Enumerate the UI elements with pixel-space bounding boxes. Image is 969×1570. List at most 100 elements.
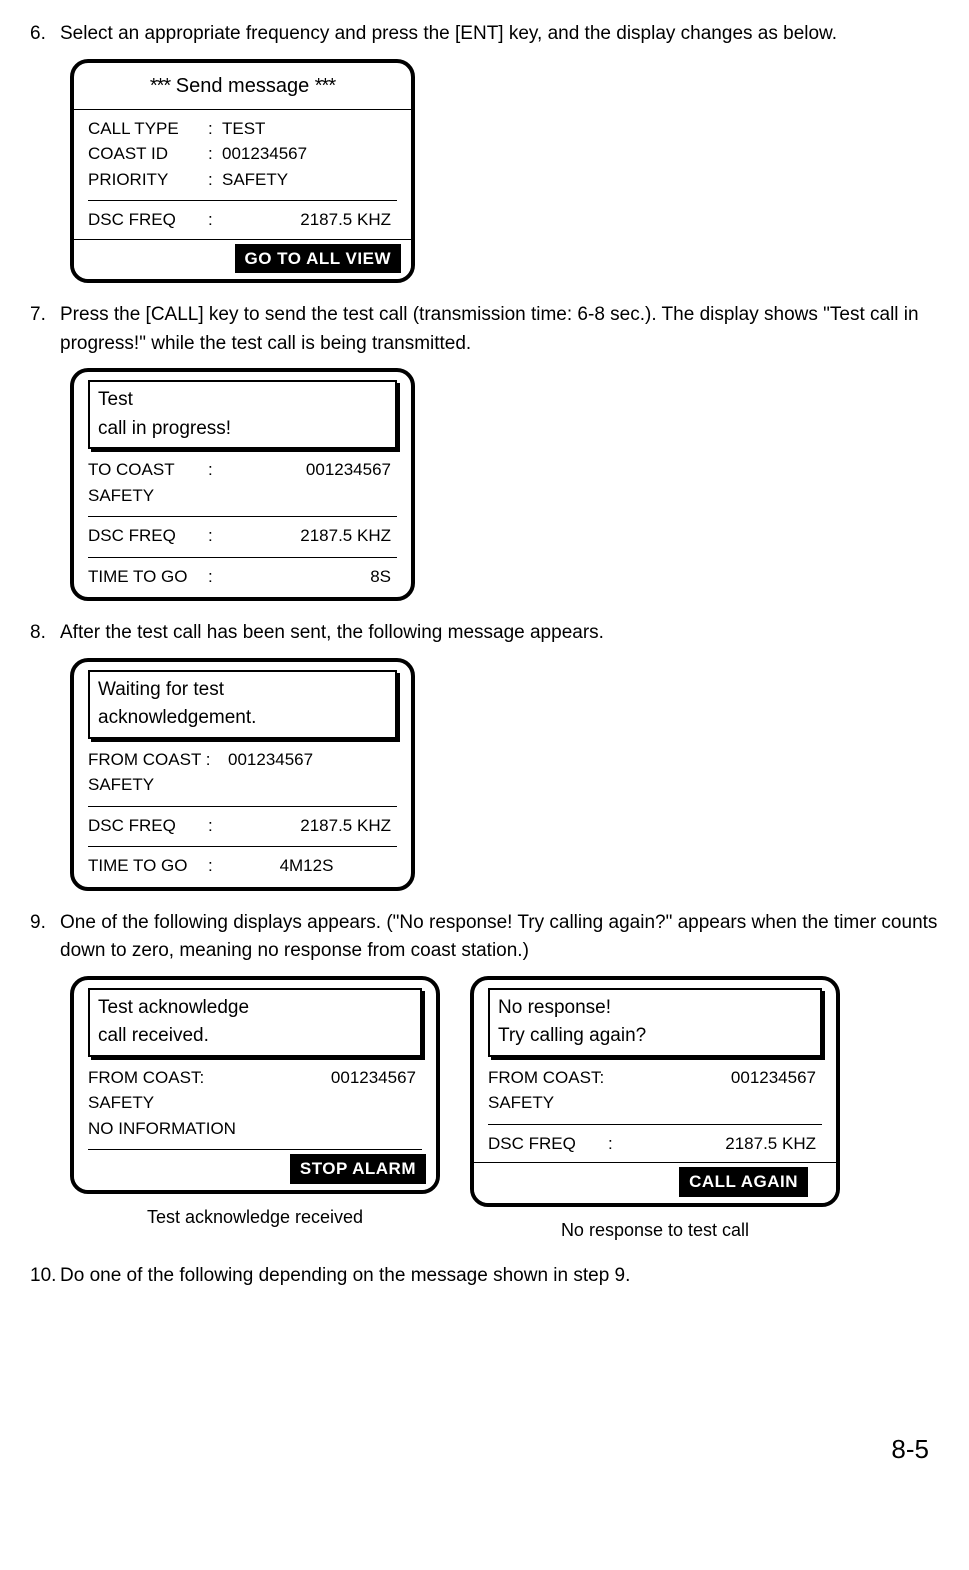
box-line-1: Test acknowledge bbox=[98, 994, 412, 1023]
step-number: 6. bbox=[30, 20, 60, 49]
row-to-coast: TO COAST : 001234567 bbox=[88, 457, 397, 483]
divider bbox=[74, 109, 411, 110]
lcd-footer: GO TO ALL VIEW bbox=[74, 244, 411, 280]
step-text: Select an appropriate frequency and pres… bbox=[60, 20, 939, 49]
row-coast-id: COAST ID : 001234567 bbox=[88, 141, 397, 167]
label: DSC FREQ bbox=[88, 207, 208, 233]
lcd-no-response: No response! Try calling again? FROM COA… bbox=[470, 976, 840, 1207]
label: DSC FREQ bbox=[488, 1131, 608, 1157]
divider bbox=[88, 200, 397, 201]
step-9: 9. One of the following displays appears… bbox=[30, 909, 939, 1244]
stop-alarm-button: STOP ALARM bbox=[290, 1154, 426, 1184]
value: 2187.5 KHZ bbox=[622, 1131, 822, 1157]
label: NO INFORMATION bbox=[88, 1116, 236, 1142]
divider bbox=[474, 1162, 836, 1163]
lcd-footer: STOP ALARM bbox=[74, 1154, 436, 1190]
stars-right: *** bbox=[315, 75, 335, 97]
row-from-coast: FROM COAST : 001234567 bbox=[88, 747, 397, 773]
colon: : bbox=[208, 564, 222, 590]
box-line-2: call received. bbox=[98, 1022, 412, 1051]
label: SAFETY bbox=[88, 1090, 208, 1116]
colon: : bbox=[208, 853, 222, 879]
label: SAFETY bbox=[88, 483, 208, 509]
label: TIME TO GO bbox=[88, 853, 208, 879]
row-no-info: NO INFORMATION bbox=[88, 1116, 422, 1142]
step-text: Press the [CALL] key to send the test ca… bbox=[60, 301, 939, 358]
row-safety: SAFETY bbox=[88, 1090, 422, 1116]
colon: : bbox=[208, 167, 222, 193]
row-dsc-freq: DSC FREQ : 2187.5 KHZ bbox=[88, 207, 397, 233]
box-line-1: Test bbox=[98, 386, 387, 415]
step-10: 10. Do one of the following depending on… bbox=[30, 1262, 939, 1291]
value: 2187.5 KHZ bbox=[222, 207, 397, 233]
value: 2187.5 KHZ bbox=[222, 523, 397, 549]
value: 8S bbox=[222, 564, 397, 590]
box-line-1: No response! bbox=[498, 994, 812, 1023]
caption-left: Test acknowledge received bbox=[70, 1204, 440, 1231]
row-safety: SAFETY bbox=[488, 1090, 822, 1116]
row-from-coast: FROM COAST: 001234567 bbox=[88, 1065, 422, 1091]
label: FROM COAST : bbox=[88, 747, 228, 773]
lcd-test-in-progress: Test call in progress! TO COAST : 001234… bbox=[70, 368, 415, 601]
step-number: 10. bbox=[30, 1262, 60, 1291]
step-text: One of the following displays appears. (… bbox=[60, 909, 939, 966]
label: DSC FREQ bbox=[88, 523, 208, 549]
row-time-to-go: TIME TO GO : 4M12S bbox=[88, 853, 397, 879]
message-box: Test acknowledge call received. bbox=[88, 988, 422, 1057]
page-number: 8-5 bbox=[30, 1430, 939, 1469]
divider bbox=[74, 239, 411, 240]
label: FROM COAST: bbox=[88, 1065, 238, 1091]
row-call-type: CALL TYPE : TEST bbox=[88, 116, 397, 142]
label: TO COAST bbox=[88, 457, 208, 483]
box-line-2: acknowledgement. bbox=[98, 704, 387, 733]
value: 001234567 bbox=[638, 1065, 822, 1091]
lcd-send-message: *** Send message *** CALL TYPE : TEST CO… bbox=[70, 59, 415, 284]
row-dsc-freq: DSC FREQ : 2187.5 KHZ bbox=[488, 1131, 822, 1157]
divider bbox=[88, 557, 397, 558]
lcd-footer: CALL AGAIN bbox=[474, 1167, 836, 1203]
label: DSC FREQ bbox=[88, 813, 208, 839]
lcd-title: *** Send message *** bbox=[74, 71, 411, 107]
row-time-to-go: TIME TO GO : 8S bbox=[88, 564, 397, 590]
title-text: Send message bbox=[176, 75, 309, 97]
step-number: 9. bbox=[30, 909, 60, 938]
step-text: After the test call has been sent, the f… bbox=[60, 619, 939, 648]
stars-left: *** bbox=[150, 75, 170, 97]
value: 001234567 bbox=[238, 1065, 422, 1091]
label: TIME TO GO bbox=[88, 564, 208, 590]
divider bbox=[88, 516, 397, 517]
value: 001234567 bbox=[222, 457, 397, 483]
colon: : bbox=[208, 141, 222, 167]
value: 001234567 bbox=[222, 141, 397, 167]
row-safety: SAFETY bbox=[88, 483, 397, 509]
row-priority: PRIORITY : SAFETY bbox=[88, 167, 397, 193]
label: SAFETY bbox=[488, 1090, 608, 1116]
box-line-1: Waiting for test bbox=[98, 676, 387, 705]
divider bbox=[88, 806, 397, 807]
row-dsc-freq: DSC FREQ : 2187.5 KHZ bbox=[88, 523, 397, 549]
colon: : bbox=[608, 1131, 622, 1157]
divider bbox=[88, 1149, 422, 1150]
message-box: No response! Try calling again? bbox=[488, 988, 822, 1057]
step-8: 8. After the test call has been sent, th… bbox=[30, 619, 939, 891]
divider bbox=[88, 846, 397, 847]
row-dsc-freq: DSC FREQ : 2187.5 KHZ bbox=[88, 813, 397, 839]
row-from-coast: FROM COAST: 001234567 bbox=[488, 1065, 822, 1091]
colon: : bbox=[208, 813, 222, 839]
row-safety: SAFETY bbox=[88, 772, 397, 798]
caption-right: No response to test call bbox=[470, 1217, 840, 1244]
step-text: Do one of the following depending on the… bbox=[60, 1262, 939, 1291]
step-7: 7. Press the [CALL] key to send the test… bbox=[30, 301, 939, 601]
message-box: Waiting for test acknowledgement. bbox=[88, 670, 397, 739]
value: SAFETY bbox=[222, 167, 397, 193]
value: 2187.5 KHZ bbox=[222, 813, 397, 839]
go-to-all-view-button: GO TO ALL VIEW bbox=[235, 244, 401, 274]
box-line-2: Try calling again? bbox=[498, 1022, 812, 1051]
call-again-button: CALL AGAIN bbox=[679, 1167, 808, 1197]
value: TEST bbox=[222, 116, 397, 142]
colon: : bbox=[208, 116, 222, 142]
label: COAST ID bbox=[88, 141, 208, 167]
colon: : bbox=[208, 457, 222, 483]
divider bbox=[488, 1124, 822, 1125]
step-number: 7. bbox=[30, 301, 60, 330]
